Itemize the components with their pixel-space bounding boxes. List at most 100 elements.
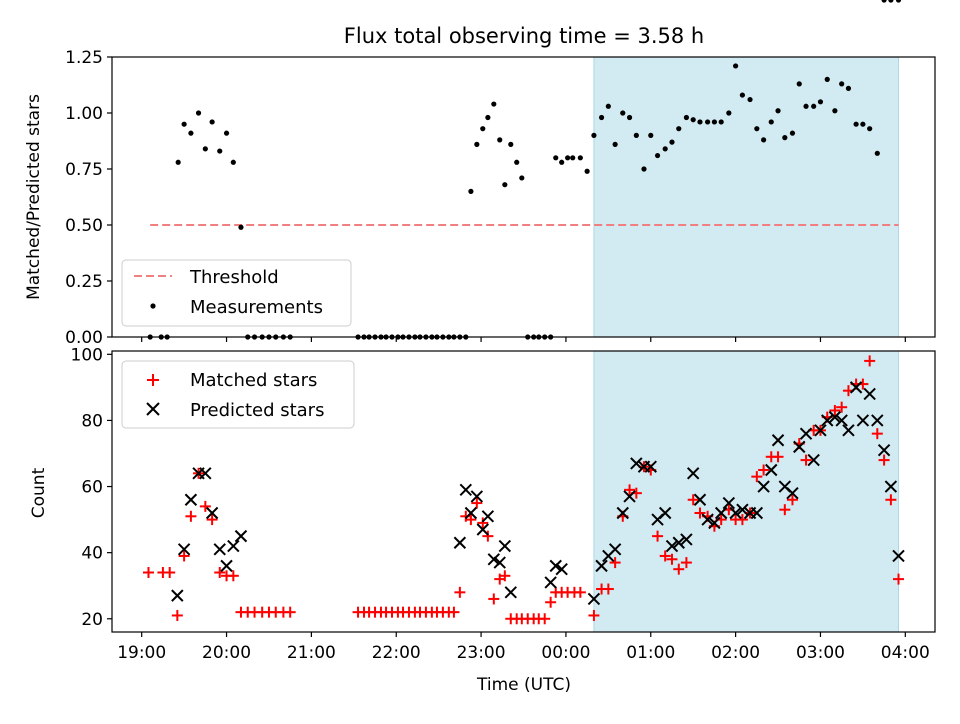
legend-measurements-label: Measurements [190, 297, 323, 318]
top-observing-window [593, 56, 900, 338]
x-tick-label: 20:00 [202, 643, 251, 663]
predicted-star-point [856, 414, 870, 427]
measurement-point [591, 132, 597, 138]
matched-star-point [779, 504, 791, 516]
measurement-point [718, 119, 724, 125]
measurement-point [468, 188, 474, 194]
predicted-star-point [481, 510, 495, 523]
predicted-star-point [729, 506, 742, 520]
measurement-point [747, 96, 753, 103]
predicted-star-point [199, 467, 212, 480]
top-y-tick-label: 0.00 [65, 328, 103, 348]
predicted-star-point [616, 506, 629, 520]
measurement-point [508, 141, 514, 147]
measurement-point [605, 103, 611, 109]
predicted-star-point [623, 490, 636, 503]
measurement-point [514, 159, 520, 165]
matched-star-point [164, 566, 176, 578]
matched-star-point [829, 405, 841, 417]
matched-star-point [758, 464, 770, 476]
measurement-point [620, 110, 626, 116]
measurement-point [188, 130, 194, 136]
measurement-point [491, 101, 497, 107]
measurement-point [711, 119, 718, 125]
bottom-panel: 20 40 60 80 100 19:00 20:00 21:00 22:00 23:00 00:… [29, 345, 936, 695]
x-tick-label: 23:00 [457, 643, 506, 663]
legend-measurements-swatch [150, 303, 156, 309]
measurement-point [888, 0, 894, 3]
measurement-point [181, 121, 187, 127]
measurement-point [811, 103, 817, 109]
predicted-star-point [842, 424, 855, 437]
bottom-y-tick-label: 60 [81, 478, 103, 498]
measurement-point [733, 63, 739, 69]
top-y-axis-label: Matched/Predicted stars [24, 94, 44, 300]
predicted-star-point [213, 543, 226, 556]
matched-star-point [142, 566, 154, 578]
measurement-point [654, 152, 661, 159]
measurement-point [768, 119, 774, 125]
bottom-plot-frame [111, 350, 936, 633]
matched-star-point [574, 586, 586, 598]
measurement-point [874, 150, 880, 156]
predicted-star-point [821, 414, 834, 427]
measurement-point [584, 168, 590, 174]
measurement-point [739, 92, 746, 98]
x-tick-label: 02:00 [711, 643, 760, 663]
x-tick-label: 19:00 [117, 643, 166, 663]
predicted-star-point [799, 427, 813, 440]
predicted-star-point [849, 381, 863, 394]
predicted-star-point [708, 516, 721, 530]
predicted-star-point [863, 387, 876, 401]
chart-title: Flux total observing time = 3.58 h [344, 24, 704, 48]
top-legend: Threshold Measurements [121, 259, 352, 327]
measurement-point [565, 155, 571, 161]
predicted-star-point [871, 414, 884, 427]
top-y-tick-label: 1.25 [65, 48, 103, 68]
matched-star-point [465, 514, 477, 526]
measurement-point [502, 182, 508, 188]
predicted-star-point [701, 513, 714, 526]
bottom-y-tick-label: 20 [81, 610, 103, 630]
matched-star-point [680, 557, 692, 569]
matched-star-point [800, 454, 812, 466]
top-y-tick-label: 0.50 [65, 216, 103, 236]
matched-star-point [499, 570, 511, 582]
bottom-y-axis-label: Count [29, 467, 49, 518]
measurement-point [485, 114, 491, 121]
matched-star-point [751, 471, 763, 483]
measurement-point [497, 137, 503, 143]
measurement-point [553, 155, 559, 161]
legend-matched-label: Matched stars [190, 370, 317, 391]
measurement-point [817, 99, 824, 105]
top-plot-frame [111, 56, 936, 338]
measurement-point [761, 137, 767, 143]
predicted-star-point [884, 480, 898, 493]
legend-predicted-label: Predicted stars [190, 400, 324, 421]
predicted-star-point [686, 467, 700, 480]
measurement-point [570, 155, 576, 161]
top-y-tick-label: 1.00 [65, 104, 103, 124]
top-panel: 0.00 0.25 0.50 0.75 1.00 1.25 Matched/Predict… [24, 0, 936, 348]
predicted-star-point [227, 539, 240, 553]
matched-star-point [482, 530, 494, 542]
measurement-point [633, 132, 639, 138]
predicted-star-point [835, 414, 848, 427]
predicted-star-point [757, 480, 770, 493]
matched-star-point [624, 484, 636, 496]
matched-star-point [477, 517, 489, 529]
predicted-star-point [234, 529, 248, 543]
predicted-star-point [205, 506, 219, 520]
x-tick-label: 22:00 [372, 643, 421, 663]
measurement-point [676, 126, 682, 132]
matched-star-point [185, 510, 197, 522]
matched-star-point [694, 507, 706, 519]
predicted-star-point [892, 549, 905, 563]
measurement-point [895, 0, 902, 3]
measurement-point [230, 159, 236, 165]
matched-star-point [199, 500, 211, 512]
predicted-star-point [608, 543, 622, 556]
measurement-point [175, 159, 181, 165]
matched-star-point [609, 557, 621, 569]
predicted-star-point [555, 562, 568, 576]
